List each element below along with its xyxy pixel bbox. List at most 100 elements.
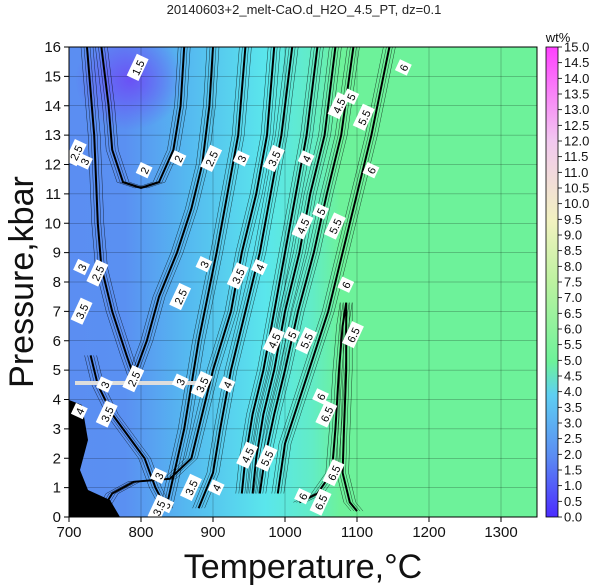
colorbar-tick-label-19: 9.5	[564, 212, 582, 227]
colorbar-tick-label-24: 12.0	[564, 134, 589, 149]
contour-label-text: 6.5	[346, 326, 363, 345]
contour-label-text: 2.5	[173, 288, 190, 307]
contour-label-text: 5.5	[259, 449, 276, 468]
no-data-region	[69, 400, 120, 517]
contour-label-text: 3	[199, 260, 212, 271]
colorbar-tick-label-26: 13.0	[564, 102, 589, 117]
colorbar-tick-label-23: 11.5	[564, 149, 588, 164]
contour-label-bg	[297, 150, 315, 167]
y-axis-label: Pressure,kbar	[3, 176, 41, 388]
colorbar-tick-label-29: 14.5	[564, 55, 589, 70]
contour-label-bg	[226, 262, 249, 290]
contour-label-bg	[96, 376, 113, 393]
contour-label-26: 4	[297, 150, 315, 167]
contour-label-text: 1.5	[130, 59, 147, 78]
contour-label-text: 5.5	[299, 332, 316, 351]
contour-label-bg	[295, 326, 318, 355]
contour-label-bg	[190, 370, 213, 399]
contour-label-text: 6	[398, 63, 411, 74]
contour-label-14: 3	[150, 467, 167, 484]
contour-label-text: 5.5	[356, 108, 373, 127]
contour-label-text: 6.5	[326, 464, 343, 483]
contour-label-bg	[70, 297, 93, 325]
contour-label-text: 4.5	[295, 217, 312, 236]
minor-contour-0-3	[107, 47, 191, 189]
colorbar-tick-label-20: 10.0	[564, 196, 589, 211]
contour-label-text: 3	[160, 500, 173, 511]
contour-label-bg	[394, 59, 412, 76]
contour-label-text: 4	[301, 154, 314, 165]
contour-label-6: 2.5	[86, 259, 109, 287]
colorbar-tick-label-12: 6.0	[564, 322, 582, 337]
contour-label-36: 5.5	[295, 326, 318, 355]
y-tick-label-7: 7	[53, 303, 61, 320]
minor-contour-1-2	[89, 47, 217, 377]
contour-label-text: 5	[345, 92, 358, 103]
contour-label-32: 5	[283, 326, 301, 343]
contour-label-bg	[312, 203, 329, 220]
contour-label-bg	[283, 326, 301, 343]
colorbar-label: wt%	[545, 30, 571, 45]
contour-label-bg	[352, 103, 375, 131]
x-tick-label-1: 800	[128, 524, 153, 541]
contour-label-37: 5.5	[323, 212, 346, 240]
contour-label-7: 2.5	[122, 365, 145, 393]
contour-label-bg	[179, 473, 202, 502]
contour-label-13: 3	[171, 373, 189, 390]
contour-label-text: 6	[366, 166, 379, 177]
y-tick-label-11: 11	[45, 186, 61, 203]
contour-label-bg	[95, 400, 118, 428]
contour-label-bg	[232, 150, 250, 167]
contour-label-text: 2.5	[126, 370, 143, 389]
y-tick-label-0: 0	[53, 509, 61, 526]
y-tick-label-8: 8	[53, 274, 61, 291]
contour-label-27: 4	[207, 479, 225, 496]
contour-label-bg	[126, 53, 149, 82]
minor-contour-0-0	[95, 47, 179, 189]
y-tick-label-10: 10	[44, 215, 61, 232]
contour-label-bg	[150, 467, 167, 484]
contour-label-19: 3.5	[226, 262, 249, 290]
contour-label-text: 4	[254, 262, 267, 273]
contour-label-text: 6	[315, 392, 328, 403]
contour-label-2: 2	[169, 150, 187, 167]
contour-label-bg	[169, 150, 187, 167]
colorbar-tick-label-28: 14.0	[564, 71, 589, 86]
contour-label-0: 1.5	[126, 53, 149, 82]
contour-label-28: 4.5	[236, 441, 259, 469]
contour-label-bg	[195, 256, 213, 273]
contour-label-text: 6.5	[313, 493, 330, 512]
x-tick-label-5: 1200	[412, 524, 445, 541]
contour-label-bg	[255, 444, 278, 472]
contour-label-8: 3	[75, 153, 93, 170]
contour-label-34: 5	[342, 88, 360, 105]
contour-label-bg	[262, 326, 285, 355]
contour-label-bg	[169, 282, 192, 311]
contour-label-bg	[342, 88, 360, 105]
y-tick-label-3: 3	[53, 421, 61, 438]
contour-label-bg	[73, 258, 90, 276]
colorbar-tick-label-22: 11.0	[564, 165, 588, 180]
colorbar-tick-label-9: 4.5	[564, 369, 582, 384]
contour-2.5	[86, 47, 214, 379]
y-tick-label-14: 14	[44, 98, 61, 115]
contour-label-text: 2	[139, 166, 152, 177]
contour-label-42: 6	[394, 59, 412, 76]
colorbar-tick-label-27: 13.5	[564, 87, 589, 102]
colorbar-tick-label-14: 7.0	[564, 290, 582, 305]
contour-label-text: 3.5	[184, 479, 201, 498]
contour-label-bg	[70, 402, 88, 420]
colorbar-tick-label-17: 8.5	[564, 243, 582, 258]
contour-label-bg	[75, 153, 93, 170]
y-tick-label-4: 4	[53, 392, 61, 409]
contour-label-47: 6.5	[309, 488, 332, 516]
contour-label-bg	[315, 400, 338, 428]
contour-label-text: 2.5	[90, 264, 107, 283]
x-tick-label-2: 900	[200, 524, 225, 541]
contour-label-16: 3.5	[70, 297, 93, 325]
contour-label-29: 4.5	[262, 326, 285, 355]
contour-label-bg	[250, 258, 268, 276]
minor-contour-0-1	[98, 47, 182, 189]
